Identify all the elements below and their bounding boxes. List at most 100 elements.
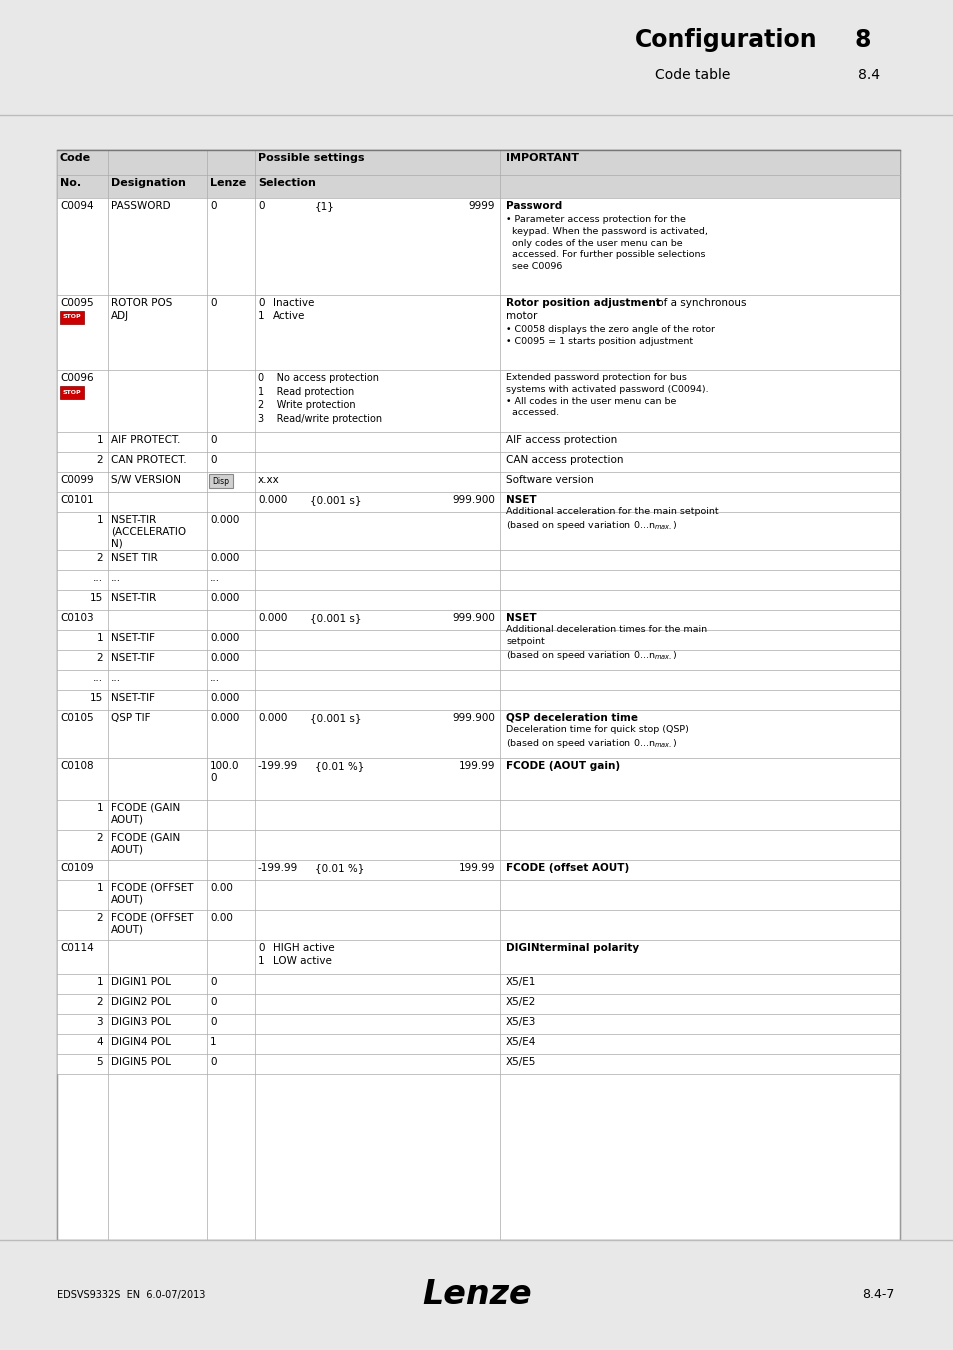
Text: 1: 1 — [96, 514, 103, 525]
Text: S/W VERSION: S/W VERSION — [111, 475, 181, 485]
Bar — [57, 432, 899, 452]
Text: (ACCELERATIO: (ACCELERATIO — [111, 526, 186, 537]
Text: 1: 1 — [96, 435, 103, 446]
Text: 0.000: 0.000 — [210, 633, 239, 643]
Text: C0108: C0108 — [60, 761, 93, 771]
Bar — [57, 452, 899, 472]
Text: NSET-TIF: NSET-TIF — [111, 633, 154, 643]
Bar — [57, 590, 899, 610]
Text: ...: ... — [92, 674, 103, 683]
Text: 2: 2 — [96, 833, 103, 842]
Text: AOUT): AOUT) — [111, 845, 144, 855]
Text: ...: ... — [210, 572, 220, 583]
Text: 5: 5 — [96, 1057, 103, 1066]
Text: ...: ... — [92, 572, 103, 583]
Text: 199.99: 199.99 — [458, 863, 495, 873]
Text: No.: No. — [60, 178, 81, 188]
Bar — [57, 994, 899, 1014]
Text: C0099: C0099 — [60, 475, 93, 485]
Text: 8.4-7: 8.4-7 — [862, 1288, 894, 1301]
Text: DIGIN2 POL: DIGIN2 POL — [111, 998, 171, 1007]
Text: STOP: STOP — [63, 390, 81, 394]
Text: FCODE (GAIN: FCODE (GAIN — [111, 803, 180, 813]
Bar — [57, 150, 899, 1241]
Text: motor: motor — [505, 310, 537, 321]
Bar — [57, 880, 899, 910]
Text: C0105: C0105 — [60, 713, 93, 724]
Text: HIGH active: HIGH active — [273, 944, 335, 953]
Bar — [57, 512, 899, 549]
Bar — [57, 670, 899, 690]
Text: (based on speed variation 0...n$_{max.}$): (based on speed variation 0...n$_{max.}$… — [505, 649, 677, 662]
Text: 0.000: 0.000 — [257, 613, 287, 622]
Text: -199.99: -199.99 — [257, 761, 298, 771]
Text: 0: 0 — [210, 435, 216, 446]
Text: 0: 0 — [210, 455, 216, 464]
Text: C0095: C0095 — [60, 298, 93, 308]
Bar — [57, 1054, 899, 1075]
Text: 999.900: 999.900 — [452, 613, 495, 622]
Text: X5/E4: X5/E4 — [505, 1037, 536, 1048]
Text: 1: 1 — [257, 310, 264, 321]
Text: 999.900: 999.900 — [452, 495, 495, 505]
Text: NSET-TIF: NSET-TIF — [111, 693, 154, 703]
Text: AIF access protection: AIF access protection — [505, 435, 617, 446]
Text: IMPORTANT: IMPORTANT — [505, 153, 578, 163]
Text: 0: 0 — [210, 298, 216, 308]
Bar — [57, 296, 899, 370]
Text: Lenze: Lenze — [210, 178, 246, 188]
Text: • Parameter access protection for the
  keypad. When the password is activated,
: • Parameter access protection for the ke… — [505, 215, 707, 271]
Text: N): N) — [111, 539, 123, 549]
Text: Code: Code — [60, 153, 91, 163]
Text: {0.01 %}: {0.01 %} — [314, 863, 364, 873]
Text: NSET: NSET — [505, 495, 536, 505]
Text: EDSVS9332S  EN  6.0-07/2013: EDSVS9332S EN 6.0-07/2013 — [57, 1291, 205, 1300]
Bar — [57, 150, 899, 176]
Text: Selection: Selection — [257, 178, 315, 188]
Bar — [57, 860, 899, 880]
Text: Code table: Code table — [655, 68, 730, 82]
Bar — [209, 474, 233, 487]
Text: Password: Password — [505, 201, 561, 211]
Text: ADJ: ADJ — [111, 310, 129, 321]
Text: CAN PROTECT.: CAN PROTECT. — [111, 455, 187, 464]
Text: DIGIN3 POL: DIGIN3 POL — [111, 1017, 171, 1027]
Bar — [57, 910, 899, 940]
Text: {1}: {1} — [314, 201, 335, 211]
Text: 3: 3 — [96, 1017, 103, 1027]
Text: AOUT): AOUT) — [111, 815, 144, 825]
Text: C0109: C0109 — [60, 863, 93, 873]
Text: 0: 0 — [210, 977, 216, 987]
Text: DIGIN4 POL: DIGIN4 POL — [111, 1037, 171, 1048]
Text: {0.01 %}: {0.01 %} — [314, 761, 364, 771]
Text: LOW active: LOW active — [273, 956, 332, 967]
Text: 0: 0 — [210, 774, 216, 783]
Text: 0    No access protection
1    Read protection
2    Write protection
3    Read/w: 0 No access protection 1 Read protection… — [257, 373, 382, 424]
Text: 0: 0 — [210, 998, 216, 1007]
Text: 0.000: 0.000 — [210, 693, 239, 703]
Text: 8.4: 8.4 — [857, 68, 879, 82]
Text: Rotor position adjustment: Rotor position adjustment — [505, 298, 660, 308]
Bar — [57, 630, 899, 649]
Text: 2: 2 — [96, 653, 103, 663]
Text: 0.00: 0.00 — [210, 913, 233, 923]
Bar — [57, 549, 899, 570]
Text: AIF PROTECT.: AIF PROTECT. — [111, 435, 180, 446]
Bar — [60, 310, 84, 324]
Text: 0: 0 — [257, 298, 264, 308]
Text: Active: Active — [273, 310, 305, 321]
Text: (based on speed variation 0...n$_{max.}$): (based on speed variation 0...n$_{max.}$… — [505, 737, 677, 751]
Text: NSET-TIR: NSET-TIR — [111, 593, 156, 603]
Text: NSET TIR: NSET TIR — [111, 554, 157, 563]
Text: 1: 1 — [96, 803, 103, 813]
Bar — [57, 710, 899, 757]
Text: ...: ... — [111, 674, 121, 683]
Text: 0: 0 — [210, 1017, 216, 1027]
Text: CAN access protection: CAN access protection — [505, 455, 623, 464]
Text: 0.000: 0.000 — [210, 713, 239, 724]
Bar — [57, 370, 899, 432]
Bar — [0, 1241, 953, 1350]
Bar — [57, 176, 899, 198]
Text: 0: 0 — [210, 201, 216, 211]
Bar — [57, 973, 899, 994]
